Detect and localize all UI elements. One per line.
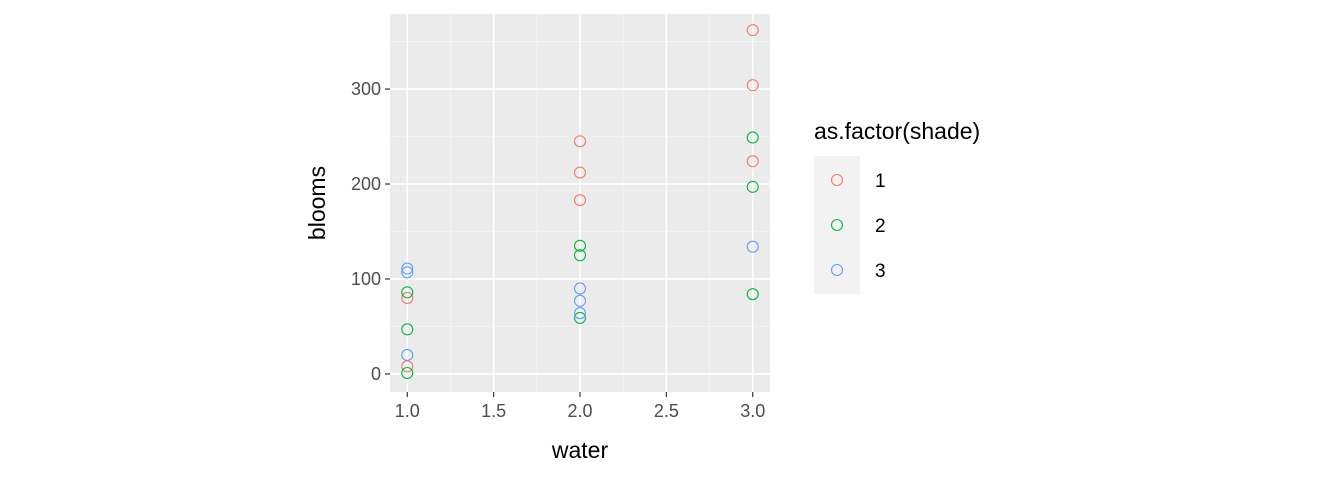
- legend-label-shade-1: 1: [875, 171, 886, 192]
- legend-title: as.factor(shade): [814, 118, 980, 144]
- x-axis-title: water: [551, 437, 609, 463]
- data-point-shade-1: [573, 135, 587, 148]
- legend: as.factor(shade) 1 2 3: [814, 118, 980, 294]
- data-point-shade-3: [573, 307, 587, 320]
- data-point-shade-2: [746, 180, 759, 193]
- y-tick-label: 200: [351, 174, 381, 194]
- data-point-shade-1: [573, 166, 587, 179]
- data-point-shade-1: [746, 155, 759, 168]
- x-tick-label: 1.5: [481, 401, 506, 421]
- x-tick-label: 1.0: [395, 401, 420, 421]
- y-tick-label: 100: [351, 269, 381, 289]
- data-point-shade-1: [746, 24, 759, 37]
- data-point-shade-2: [401, 323, 414, 336]
- data-point-shade-3: [401, 266, 414, 279]
- legend-label-shade-3: 3: [875, 261, 886, 282]
- data-point-shade-2: [573, 239, 587, 252]
- x-tick-label: 2.5: [654, 401, 679, 421]
- data-points: [401, 24, 759, 380]
- x-tick-label: 2.0: [567, 401, 592, 421]
- data-point-shade-2: [573, 249, 587, 262]
- data-point-shade-2: [746, 288, 759, 301]
- y-tick-label: 300: [351, 79, 381, 99]
- y-axis-title: blooms: [304, 166, 330, 240]
- data-point-shade-3: [401, 348, 414, 362]
- data-point-shade-2: [401, 286, 414, 299]
- x-axis: 1.0 1.5 2.0 2.5 3.0: [395, 392, 765, 421]
- x-tick-label: 3.0: [740, 401, 765, 421]
- data-point-shade-3: [401, 262, 414, 275]
- data-point-shade-2: [573, 311, 587, 324]
- data-point-shade-3: [573, 282, 587, 295]
- data-point-shade-2: [746, 131, 759, 144]
- data-point-shade-3: [573, 294, 587, 307]
- data-point-shade-2: [401, 366, 414, 380]
- legend-key-shade-3: [830, 263, 844, 277]
- y-axis: 0 100 200 300: [351, 79, 390, 384]
- y-tick-label: 0: [371, 364, 381, 384]
- data-point-shade-1: [746, 79, 759, 92]
- legend-label-shade-2: 2: [875, 216, 886, 237]
- data-point-shade-3: [746, 240, 759, 253]
- grid-major: [390, 14, 770, 392]
- legend-key-shade-2: [830, 218, 844, 232]
- legend-key-background: [814, 156, 860, 294]
- data-point-shade-1: [573, 194, 587, 207]
- legend-key-shade-1: [830, 173, 844, 187]
- data-point-shade-1: [401, 291, 414, 305]
- legend-items: 1 2 3: [830, 171, 886, 282]
